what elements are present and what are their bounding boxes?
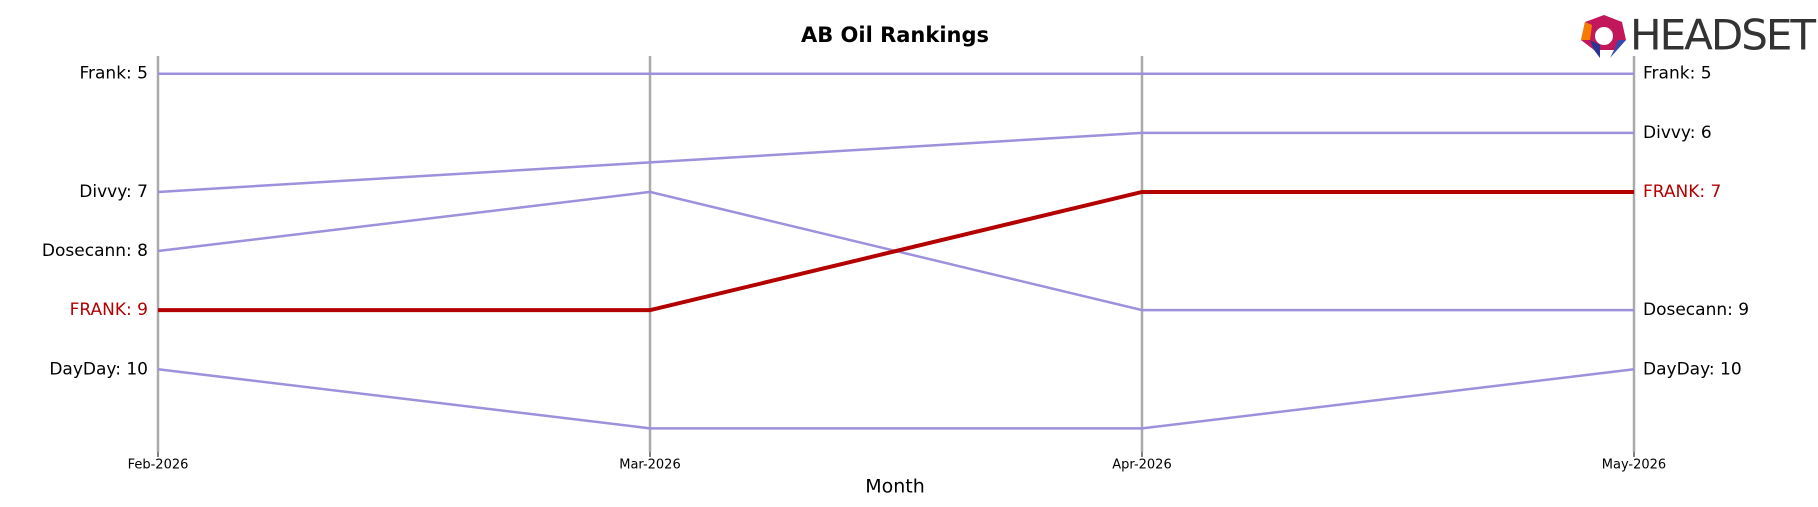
rank-line <box>157 368 1635 430</box>
rank-line <box>158 189 1634 313</box>
start-label: Dosecann: 8 <box>42 241 148 261</box>
rank-line <box>157 131 1634 194</box>
end-label: DayDay: 10 <box>1643 359 1742 379</box>
logo-icon <box>1581 15 1626 58</box>
end-label: Dosecann: 9 <box>1643 300 1749 320</box>
x-axis-label: Month <box>865 476 925 498</box>
start-label: DayDay: 10 <box>49 359 148 379</box>
end-label: Frank: 5 <box>1643 64 1712 84</box>
end-label: Divvy: 6 <box>1643 123 1712 143</box>
logo-text: HEADSET <box>1630 11 1816 60</box>
start-label: Divvy: 7 <box>79 182 148 202</box>
x-tick-label: May-2026 <box>1602 458 1666 473</box>
x-tick-label: Mar-2026 <box>619 458 680 473</box>
x-tick-label: Apr-2026 <box>1112 458 1171 473</box>
start-label: Frank: 5 <box>79 64 148 84</box>
chart-title: AB Oil Rankings <box>801 23 989 47</box>
start-label: FRANK: 9 <box>70 300 148 320</box>
end-label: FRANK: 7 <box>1643 182 1721 202</box>
x-tick-label: Feb-2026 <box>128 458 189 473</box>
